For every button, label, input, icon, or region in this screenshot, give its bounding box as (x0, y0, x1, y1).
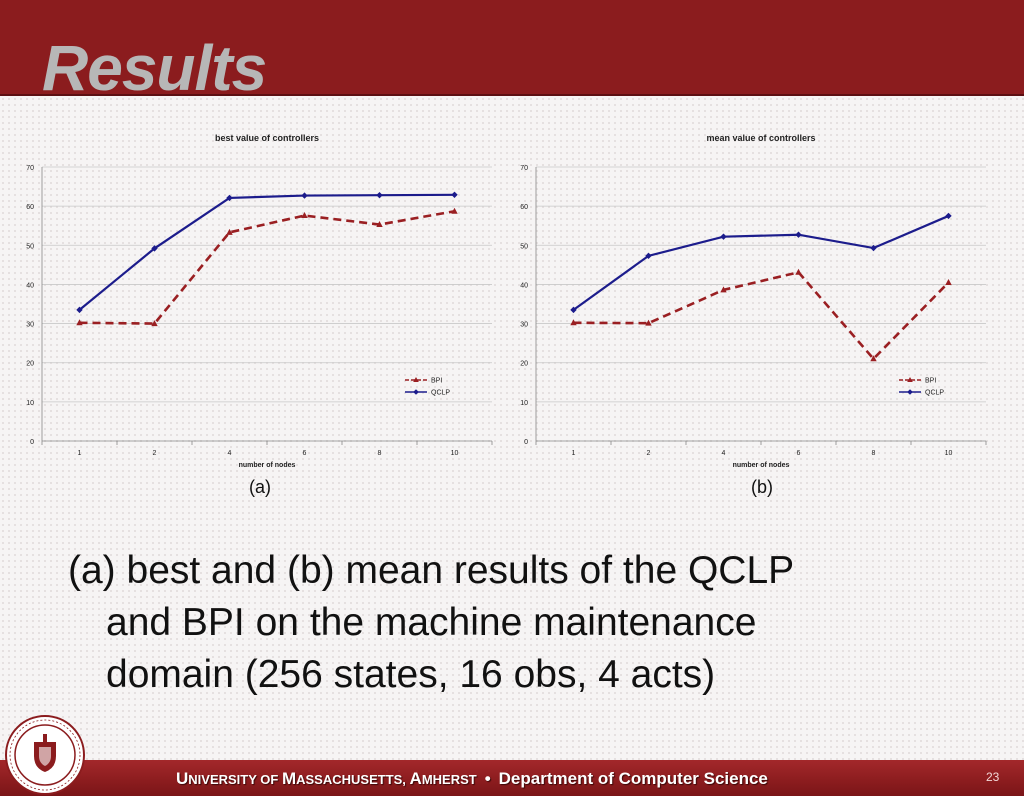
chart-a-series-bpi-point (376, 221, 383, 228)
chart-b-series-bpi-point (870, 355, 877, 362)
chart-b-title: mean value of controllers (706, 133, 815, 143)
chart-b-y-tick-label: 40 (520, 282, 528, 289)
chart-b-series-bpi-point (645, 319, 652, 326)
chart-a-x-tick-label: 4 (228, 450, 232, 457)
footer-bar (0, 760, 1024, 796)
chart-b-legend-bpi-marker (907, 377, 913, 382)
header-bar (0, 0, 1024, 94)
footer-institution: UNIVERSITY OF MASSACHUSETTS, AMHERST • Dep… (176, 769, 768, 789)
chart-a-y-tick-label: 0 (30, 439, 34, 446)
chart-b-series-bpi-line (573, 270, 950, 361)
university-seal-icon (5, 715, 85, 795)
chart-b-series-bpi-point (945, 278, 952, 285)
chart-best-value: best value of controllers 0 10 20 30 40 50 60 70… (26, 133, 493, 469)
footer-u-initial: U (176, 769, 189, 788)
chart-a-series-bpi-point (301, 212, 308, 219)
chart-a-series-bpi-point (151, 320, 158, 327)
chart-b-x-tick-label: 4 (722, 450, 726, 457)
chart-b-series-qclp-point (870, 244, 877, 252)
chart-a-y-tick-label: 20 (26, 361, 34, 368)
chart-b-series-qclp-point (795, 231, 802, 238)
chart-b-legend-qclp-label: QCLP (925, 390, 944, 397)
footer-separator: • (484, 769, 491, 788)
chart-a-x-tick-label: 2 (153, 450, 157, 457)
slide-title: Results (42, 32, 267, 104)
chart-a-y-tick-label: 30 (26, 322, 34, 329)
header-divider (0, 94, 1024, 96)
footer-m-rest: ASSACHUSETTS, (296, 772, 410, 787)
chart-a-x-axis-label: number of nodes (239, 462, 296, 469)
chart-a-x-tick-label: 1 (78, 450, 82, 457)
chart-b-series-qclp-point (945, 212, 952, 220)
footer-department: Department of Computer Science (498, 769, 768, 788)
chart-a-x-tick-label: 10 (451, 450, 459, 457)
chart-a-series-qclp-point (376, 191, 383, 199)
chart-a-title: best value of controllers (215, 133, 319, 143)
slide-body-text: (a) best and (b) mean results of the QCL… (68, 545, 948, 701)
chart-b-legend-bpi-label: BPI (925, 378, 936, 385)
chart-a-series-bpi-point (451, 207, 458, 214)
chart-b-y-tick-label: 50 (520, 243, 528, 250)
chart-b-series-qclp-line (572, 214, 949, 311)
chart-a-x-tick-label: 6 (303, 450, 307, 457)
chart-a-x-tick-label: 8 (378, 450, 382, 457)
chart-b-x-tick-label: 6 (797, 450, 801, 457)
chart-a-series-bpi-point (76, 319, 83, 326)
chart-a-series-bpi-line (79, 209, 455, 325)
footer-a-initial: A (409, 769, 422, 788)
chart-b-y-tick-label: 60 (520, 204, 528, 211)
chart-b-legend-qclp-marker (907, 389, 913, 395)
footer-a-rest: MHERST (421, 772, 477, 787)
chart-b-series-bpi-point (795, 268, 802, 275)
chart-b-x-tick-label: 10 (945, 450, 953, 457)
footer-u-rest: NIVERSITY OF (188, 772, 282, 787)
body-line-2: and BPI on the machine maintenance (106, 601, 757, 644)
chart-a-y-tick-label: 50 (26, 243, 34, 250)
chart-b-y-tick-label: 20 (520, 361, 528, 368)
chart-a-legend-bpi-marker (413, 377, 419, 382)
body-line-1: (a) best and (b) mean results of the QCL… (68, 549, 795, 592)
chart-a-legend-qclp-marker (413, 389, 419, 395)
chart-b-series-qclp-point (645, 252, 652, 260)
chart-a-series-qclp-point (301, 192, 308, 199)
chart-a-series-qclp-point (151, 245, 158, 252)
chart-a-y-tick-label: 60 (26, 204, 34, 211)
chart-a-series-qclp-point (451, 191, 458, 198)
page-number: 23 (986, 770, 1000, 784)
chart-a-series-bpi-point (226, 228, 233, 235)
chart-a-y-tick-label: 10 (26, 400, 34, 407)
chart-b-x-axis-label: number of nodes (733, 462, 790, 469)
chart-b-y-tick-label: 10 (520, 400, 528, 407)
chart-b-series-bpi-point (570, 319, 577, 326)
chart-b-series-qclp-point (720, 233, 727, 240)
chart-mean-value: mean value of controllers 0 10 20 30 40 50 60 70… (520, 133, 987, 469)
chart-a-series-qclp-point (226, 194, 233, 202)
chart-a-legend-bpi-label: BPI (431, 378, 442, 385)
chart-b-x-tick-label: 8 (872, 450, 876, 457)
footer-m-initial: M (281, 769, 297, 788)
body-line-3: domain (256 states, 16 obs, 4 acts) (106, 653, 716, 696)
chart-b-x-tick-label: 1 (572, 450, 576, 457)
chart-b-y-tick-label: 0 (524, 439, 528, 446)
chart-b-x-tick-label: 2 (647, 450, 651, 457)
chart-b-y-tick-label: 70 (520, 165, 528, 172)
caption-a: (a) (249, 477, 271, 497)
chart-a-y-tick-label: 40 (26, 282, 34, 289)
chart-a-series-qclp-line (78, 193, 455, 311)
caption-b: (b) (751, 477, 773, 497)
chart-a-y-tick-label: 70 (26, 165, 34, 172)
chart-b-series-bpi-point (720, 286, 727, 293)
chart-a-legend-qclp-label: QCLP (431, 390, 450, 397)
chart-b-series-qclp-point (570, 306, 577, 314)
chart-b-y-tick-label: 30 (520, 322, 528, 329)
